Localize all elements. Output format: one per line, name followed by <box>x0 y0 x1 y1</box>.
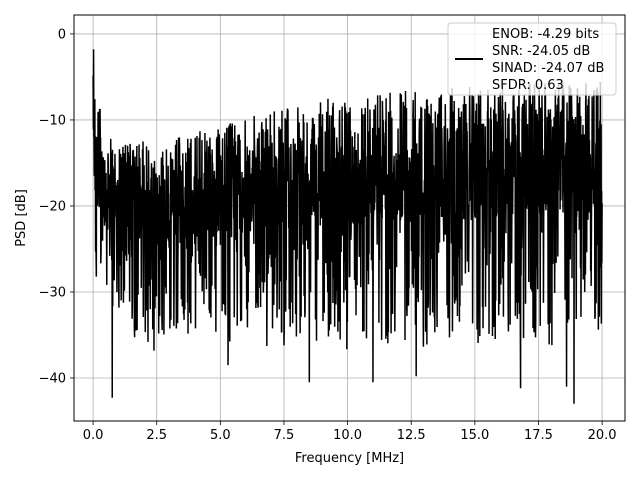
x-tick-label: 12.5 <box>397 428 426 443</box>
x-tick-label: 20.0 <box>588 428 617 443</box>
y-tick-label: −40 <box>39 371 66 386</box>
psd-trace-line <box>92 49 603 404</box>
y-tick-label: −20 <box>39 199 66 214</box>
y-axis-label: PSD [dB] <box>14 189 29 247</box>
axis-ticks: 0.0 2.5 5.0 7.5 10.0 12.5 15.0 17.5 20.0 0 −10 −20 −… <box>39 27 617 443</box>
x-tick-label: 17.5 <box>524 428 553 443</box>
psd-series <box>92 49 603 404</box>
legend-entry-enob: ENOB: -4.29 bits <box>492 27 599 42</box>
x-tick-label: 15.0 <box>460 428 489 443</box>
plot-frame <box>73 14 626 422</box>
legend-box <box>447 22 617 96</box>
x-tick-label: 5.0 <box>210 428 231 443</box>
x-tick-label: 7.5 <box>274 428 295 443</box>
y-tick-label: 0 <box>58 27 66 42</box>
x-tick-label: 0.0 <box>83 428 104 443</box>
legend-entry-sinad: SINAD: -24.07 dB <box>492 61 604 76</box>
x-axis-label: Frequency [MHz] <box>295 451 404 466</box>
legend-entry-snr: SNR: -24.05 dB <box>492 44 590 59</box>
x-tick-label: 10.0 <box>333 428 362 443</box>
legend: ENOB: -4.29 bits SNR: -24.05 dB SINAD: -… <box>447 22 617 96</box>
y-tick-label: −30 <box>39 285 66 300</box>
y-tick-label: −10 <box>39 113 66 128</box>
x-tick-label: 2.5 <box>146 428 167 443</box>
legend-entry-sfdr: SFDR: 0.63 <box>492 78 564 93</box>
